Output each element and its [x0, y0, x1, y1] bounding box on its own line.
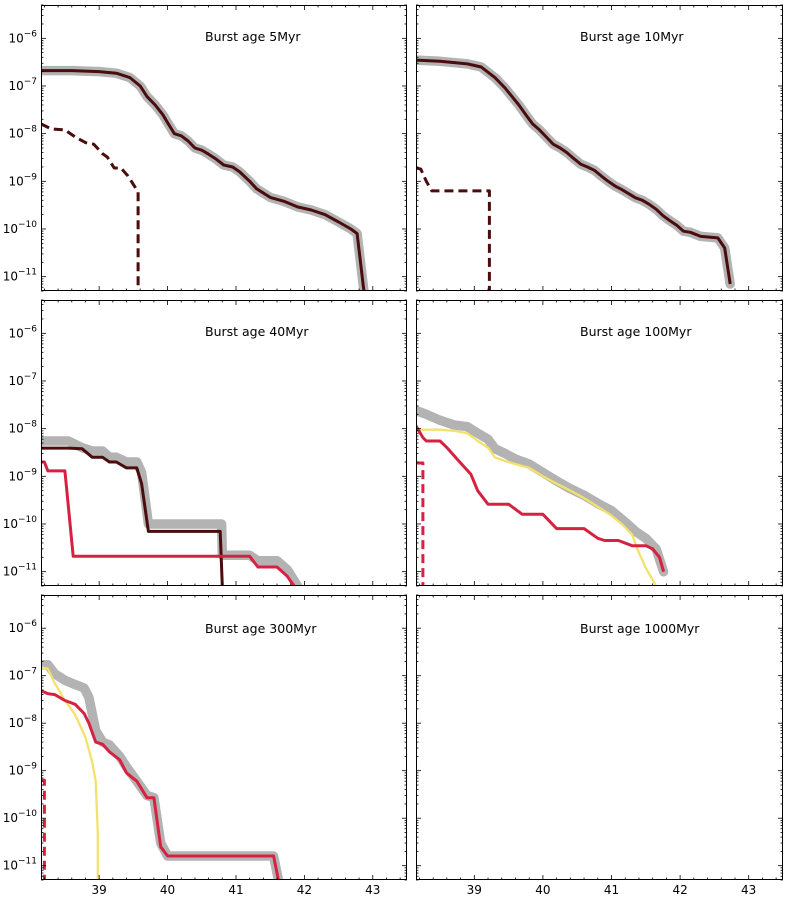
series-line-dark-dashed: [41, 122, 140, 291]
y-tick-label: 10−9: [8, 467, 37, 483]
series-line-red-dashed: [416, 461, 425, 586]
series-line-red: [41, 460, 296, 586]
x-tick-label: 39: [467, 883, 482, 897]
x-tick-label: 39: [92, 883, 107, 897]
chart-panel: 10−6 10−7 10−8 10−9 10−10 10−11 Burst age 40My…: [3, 299, 407, 587]
panel-title: Burst age 100Myr: [580, 324, 692, 339]
x-tick-label: 40: [535, 883, 550, 897]
chart-panel: Burst age 10Myr: [416, 4, 783, 292]
series-group: [41, 660, 284, 880]
y-tick-label: 10−6: [8, 29, 37, 45]
x-tick-label: 41: [228, 883, 243, 897]
y-tick-label: 10−6: [8, 324, 37, 340]
y-tick-label: 10−10: [3, 515, 38, 531]
series-line-red: [41, 689, 280, 880]
panel-title: Burst age 10Myr: [580, 29, 684, 44]
y-tick-label: 10−11: [3, 268, 37, 284]
y-tick-label: 10−8: [8, 714, 37, 730]
series-line-red: [416, 425, 666, 573]
panel-title: Burst age 1000Myr: [580, 621, 700, 636]
series-line-yellow: [41, 666, 99, 880]
y-tick-label: 10−7: [8, 667, 37, 683]
chart-panel: 39 40 41 42 43 Burst age 1000Myr: [416, 594, 783, 897]
x-tick-label: 40: [160, 883, 175, 897]
y-tick-label: 10−8: [8, 125, 37, 141]
panel-title: Burst age 300Myr: [205, 621, 317, 636]
chart-panel: 10−6 10−7 10−8 10−9 10−10 10−11 Burst age 5Myr: [3, 4, 407, 292]
series-line-red-dashed: [41, 778, 46, 880]
panel-title: Burst age 5Myr: [205, 29, 301, 44]
series-line-total: [41, 65, 369, 291]
panel-title: Burst age 40Myr: [205, 324, 309, 339]
y-tick-label: 10−6: [8, 619, 37, 635]
series-line-total: [41, 436, 303, 586]
y-tick-label: 10−7: [8, 372, 37, 388]
series-line-yellow: [416, 428, 658, 586]
x-tick-label: 43: [365, 883, 380, 897]
axes-frame: [416, 300, 783, 586]
series-group: [41, 436, 303, 586]
series-group: [416, 55, 735, 291]
y-tick-label: 10−9: [8, 762, 37, 778]
series-line-dark: [416, 58, 732, 285]
x-tick-label: 42: [672, 883, 687, 897]
y-tick-label: 10−10: [3, 220, 38, 236]
series-line-total: [416, 55, 735, 289]
y-tick-label: 10−11: [3, 563, 37, 579]
y-tick-label: 10−7: [8, 77, 37, 93]
chart-panel: 10−6 10−7 10−8 10−9 10−10 10−11 39 40 41 42 43 Burs…: [3, 594, 407, 897]
x-tick-label: 43: [741, 883, 756, 897]
series-line-dark: [41, 69, 366, 291]
series-group: [416, 405, 669, 586]
y-tick-label: 10−10: [3, 809, 38, 825]
y-tick-label: 10−11: [3, 857, 37, 873]
panel-grid: 10−6 10−7 10−8 10−9 10−10 10−11 Burst age 5Myr…: [3, 4, 783, 897]
axes-frame: [416, 595, 783, 880]
series-line-total: [416, 405, 669, 577]
series-group: [41, 65, 369, 291]
chart-panel: Burst age 100Myr: [416, 299, 783, 587]
y-tick-label: 10−9: [8, 172, 37, 188]
y-tick-label: 10−8: [8, 420, 37, 436]
series-line-dark: [41, 446, 224, 586]
x-tick-label: 41: [604, 883, 619, 897]
x-tick-label: 42: [297, 883, 312, 897]
series-line-dark-dashed: [416, 166, 491, 291]
